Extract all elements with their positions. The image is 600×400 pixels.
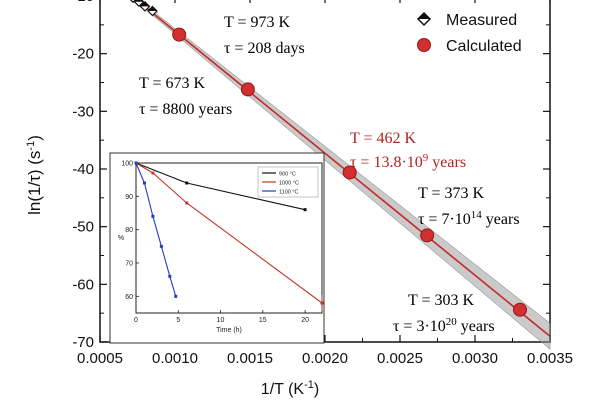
measured-point: [129, 0, 137, 4]
y-tick-label: -50: [72, 219, 94, 236]
y-tick-label: -40: [72, 161, 94, 178]
inset-series-point: [134, 161, 138, 165]
calculated-point: [513, 302, 527, 317]
calculated-point: [342, 165, 357, 180]
inset-series-point: [151, 171, 155, 175]
inset-x-tick-label: 0: [134, 317, 138, 324]
calculated-points: [172, 27, 527, 317]
inset-series-point: [303, 208, 307, 212]
inset-series-point: [168, 274, 172, 278]
annotation-462k: T = 462 K τ = 13.8·109 years: [350, 130, 466, 171]
calculated-point: [420, 228, 435, 243]
inset-chart: 0 5 10 15 20 60 70 80 90 100 Time (h) % 900 °C 10…: [109, 152, 325, 344]
inset-series: [134, 161, 324, 311]
legend-marker-calculated: [417, 38, 431, 52]
inset-x-tick-label: 15: [259, 317, 267, 324]
annotation-973k-line1: T = 973 K: [224, 14, 291, 31]
annotation-462k-line1: T = 462 K: [350, 130, 417, 147]
annotation-673k-line2: τ = 8800 years: [139, 101, 232, 118]
measured-points: [129, 0, 158, 17]
legend-label-calculated: Calculated: [446, 38, 522, 55]
measured-point: [139, 1, 151, 12]
inset-series-point: [142, 181, 146, 185]
measured-point: [147, 5, 158, 17]
inset-legend-label-1100: 1100 °C: [279, 190, 299, 196]
annotation-673k-line1: T = 673 K: [139, 75, 206, 92]
x-tick-label: 0.0005: [77, 350, 123, 367]
x-tick-label: 0.0015: [227, 350, 273, 367]
annotation-373k-line1: T = 373 K: [418, 185, 485, 202]
inset-x-tick-label: 5: [176, 317, 180, 324]
annotation-462k-line2: τ = 13.8·109 years: [350, 152, 466, 171]
inset-legend-label-1000: 1000 °C: [279, 181, 299, 187]
inset-x-tick-label: 10: [217, 317, 225, 324]
main-ticks: 0.0005 0.0010 0.0015 0.0020 0.0025 0.0030 0.00…: [72, 0, 573, 367]
inset-series-point: [151, 214, 155, 218]
inset-x-axis-label: Time (h): [216, 327, 242, 334]
measured-point-outline: [129, 0, 137, 4]
inset-legend: 900 °C 1000 °C 1100 °C: [257, 166, 319, 198]
annotation-673k: T = 673 K τ = 8800 years: [139, 75, 232, 118]
y-tick-label: -70: [72, 334, 94, 351]
y-axis-label: ln(1/τ) (s-1): [25, 135, 44, 215]
confidence-band: [134, 0, 551, 350]
y-tick-label: -20: [72, 46, 94, 63]
x-tick-label: 0.0025: [377, 350, 423, 367]
measured-point: [133, 0, 145, 8]
inset-series-point: [159, 244, 163, 248]
annotation-303k: T = 303 K τ = 3·1020 years: [393, 292, 495, 335]
inset-series-point: [174, 294, 178, 298]
annotation-303k-line2: τ = 3·1020 years: [393, 316, 495, 335]
measured-point-fill: [148, 6, 157, 11]
measured-point-fill: [140, 1, 150, 7]
y-tick-label: -10: [72, 0, 94, 5]
x-axis-label: 1/T (K-1): [261, 379, 319, 398]
inset-series-line: [135, 162, 177, 297]
measured-point-fill: [134, 0, 144, 2]
y-tick-label: -30: [72, 103, 94, 120]
inset-x-tick-label: 20: [301, 317, 309, 324]
calculated-point: [240, 82, 255, 97]
inset-y-tick-label: 60: [125, 294, 133, 301]
annotation-373k: T = 373 K τ = 7·1014 years: [418, 185, 520, 228]
legend: Measured Calculated: [416, 11, 522, 55]
inset-y-tick-label: 80: [125, 227, 133, 234]
annotation-973k-line2: τ = 208 days: [224, 40, 305, 57]
calculated-point: [172, 27, 187, 42]
x-tick-label: 0.0030: [452, 350, 498, 367]
legend-item-calculated: Calculated: [417, 38, 522, 55]
legend-item-measured: Measured: [416, 11, 517, 29]
annotation-303k-line1: T = 303 K: [408, 292, 475, 309]
inset-legend-label-900: 900 °C: [279, 172, 296, 178]
inset-series-point: [185, 201, 189, 205]
inset-y-tick-label: 100: [121, 161, 133, 168]
y-tick-label: -60: [72, 276, 94, 293]
x-tick-label: 0.0020: [302, 350, 348, 367]
annotation-373k-line2: τ = 7·1014 years: [418, 209, 520, 228]
legend-marker-measured: [416, 11, 432, 27]
x-tick-label: 0.0035: [527, 350, 573, 367]
inset-y-axis-label: %: [118, 235, 124, 242]
inset-plot-frame: [135, 162, 323, 314]
legend-label-measured: Measured: [446, 12, 517, 29]
confidence-band-area: [134, 0, 551, 350]
inset-y-tick-label: 70: [125, 261, 133, 268]
x-tick-label: 0.0010: [152, 350, 198, 367]
inset-y-tick-label: 90: [125, 194, 133, 201]
annotation-973k: T = 973 K τ = 208 days: [224, 14, 305, 57]
inset-series-line: [135, 162, 323, 304]
inset-ticks: 0 5 10 15 20 60 70 80 90 100: [121, 161, 309, 325]
inset-series-point: [185, 181, 189, 185]
